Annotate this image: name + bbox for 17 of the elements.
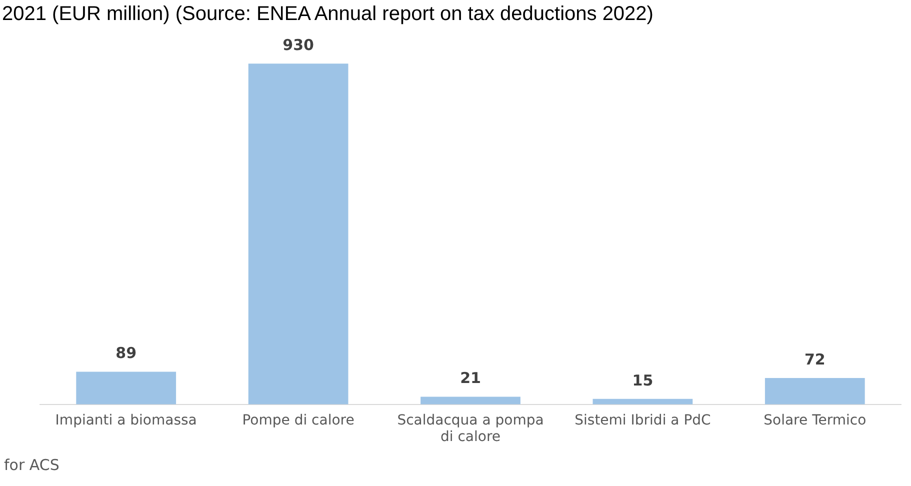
data-label: 21 [460,369,481,388]
x-tick-label: Pompe di calore [242,412,354,428]
data-label: 15 [632,371,654,390]
bar [248,64,348,404]
x-tick-label: Solare Termico [764,412,866,428]
data-label: 89 [116,344,137,362]
bar [420,396,520,404]
text: for ACS [4,456,60,474]
data-label: 930 [282,36,314,54]
bar [592,398,693,404]
bar [76,372,176,404]
chart-title: 2021 (EUR million) (Source: ENEA Annual report on tax deductions 2022) [2,2,654,26]
x-tick-label: Scaldacqua a pompa di calore [397,412,544,446]
data-label: 72 [804,350,826,368]
x-tick-label: Impianti a biomassa [55,412,197,428]
bar [764,378,865,404]
x-tick-label: Sistemi Ibridi a PdC [574,412,712,428]
